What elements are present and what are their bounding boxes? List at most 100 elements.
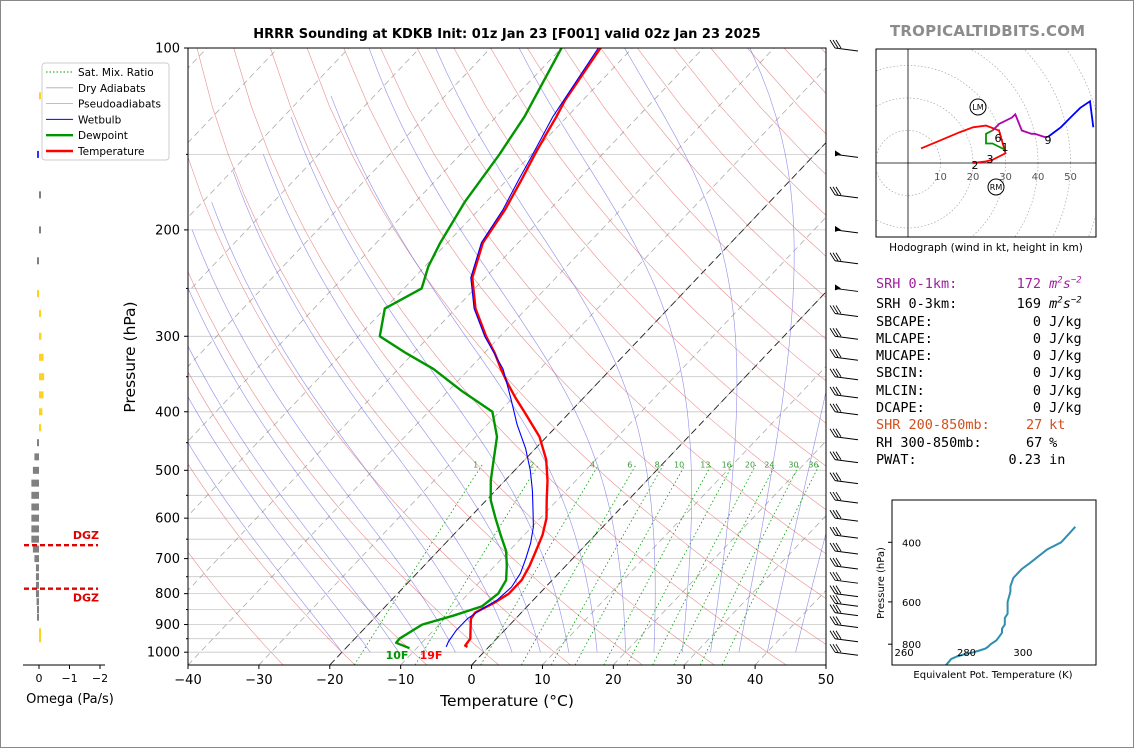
wind-barb-feather xyxy=(835,368,842,377)
stat-value: 169 xyxy=(1016,296,1041,313)
wind-barb-feather xyxy=(832,643,839,653)
wind-barb-feather xyxy=(832,349,839,358)
wind-barb-feather xyxy=(829,630,836,639)
omega-bar xyxy=(31,525,39,533)
isotherm-line xyxy=(613,440,826,665)
skewt-plot-area: 1 2 4 6 8 10 13 16 20 24 30 36 xyxy=(188,48,826,665)
wind-barb-feather xyxy=(832,368,839,377)
wind-barb-staff xyxy=(834,459,859,464)
wind-barb-staff xyxy=(834,312,859,317)
x-tick-label: 10 xyxy=(534,673,551,688)
surface-dewpoint-label: 10F xyxy=(386,649,409,662)
omega-tick-label: −1 xyxy=(61,672,77,685)
omega-bar xyxy=(32,545,39,553)
dry-adiabat xyxy=(527,48,826,382)
stat-unit: m2s−2 xyxy=(1049,295,1082,313)
omega-bar xyxy=(39,635,41,643)
stat-unit: in xyxy=(1049,451,1066,468)
theta-e-ytick-label: 800 xyxy=(902,640,921,651)
stat-row-sbcape: SBCAPE: 0 J/kg xyxy=(876,314,1082,331)
theta-e-area xyxy=(944,526,1077,665)
moist-adiabat xyxy=(188,442,343,653)
stat-row-srh01: SRH 0-1km: 172 m2s−2 xyxy=(876,272,1082,293)
wind-barb-feather xyxy=(832,428,839,438)
hodo-ring-label: 20 xyxy=(967,172,980,183)
stat-unit: J/kg xyxy=(1049,313,1082,330)
wind-barb-feather xyxy=(829,39,836,49)
moist-adiabat xyxy=(211,202,484,653)
stat-value: 172 xyxy=(1016,275,1041,292)
x-tick-label: 20 xyxy=(605,673,622,688)
wind-barb xyxy=(829,186,859,199)
omega-bar xyxy=(39,408,43,416)
wind-barb-feather xyxy=(835,604,842,613)
omega-bar xyxy=(31,535,39,543)
omega-bar xyxy=(31,479,39,487)
mixing-ratio-label: 13 xyxy=(700,460,710,469)
dry-adiabat xyxy=(380,48,826,555)
wind-barb-feather xyxy=(832,305,839,314)
profile-wetbulb xyxy=(445,48,599,648)
omega-bar xyxy=(39,353,44,361)
stat-label: SBCIN: xyxy=(876,365,925,382)
dry-adiabat xyxy=(188,463,356,665)
stat-value: 27 xyxy=(1026,417,1043,434)
stat-unit: J/kg xyxy=(1049,348,1082,365)
x-tick-label: 0 xyxy=(467,673,475,688)
wind-barb-feather xyxy=(832,451,839,460)
stat-unit: % xyxy=(1049,434,1058,451)
wind-barb-feather xyxy=(835,630,842,639)
storm-motion-marker xyxy=(969,98,987,116)
wind-barb-feather xyxy=(835,472,842,481)
wind-barb-feather xyxy=(832,472,839,481)
hodo-ring-label: 10 xyxy=(934,172,947,183)
wind-barb-feather xyxy=(832,186,839,196)
wind-barb-staff xyxy=(834,411,859,416)
wind-barb-feather xyxy=(835,616,842,625)
wind-barb-feather xyxy=(835,451,842,460)
legend-entry: Wetbulb xyxy=(78,114,122,126)
dry-adiabat xyxy=(343,48,826,599)
omega-bar xyxy=(31,491,39,499)
hodo-trace xyxy=(985,129,1006,151)
isotherm-line xyxy=(542,365,826,665)
omega-bar xyxy=(37,290,39,298)
wind-barb xyxy=(829,557,859,570)
mixing-ratio-line xyxy=(603,464,712,665)
moist-adiabat xyxy=(330,95,598,653)
wind-barb xyxy=(834,225,859,234)
mixing-ratio-line xyxy=(521,464,637,665)
omega-bar xyxy=(37,606,39,614)
chart-title: HRRR Sounding at KDKB Init: 01z Jan 23 [… xyxy=(253,27,761,42)
stat-label: SBCAPE: xyxy=(876,313,933,330)
wind-barb-feather xyxy=(832,616,839,625)
wind-barb-feather xyxy=(829,595,836,604)
wind-barb-feather xyxy=(835,349,842,358)
wind-barb-feather xyxy=(832,557,839,567)
wind-barb-feather xyxy=(835,643,842,653)
stat-value: 0 xyxy=(1032,313,1041,330)
omega-bar xyxy=(35,564,39,572)
hodo-trace xyxy=(1047,99,1095,138)
wind-barb-feather xyxy=(832,571,839,581)
wind-barb-feather xyxy=(829,585,836,594)
stat-label: MLCIN: xyxy=(876,382,925,399)
wind-barb-feather xyxy=(829,252,836,262)
wind-barb-staff xyxy=(834,194,859,199)
omega-bar xyxy=(39,391,44,399)
mixing-ratio-label: 6 xyxy=(627,460,632,469)
wind-barb-feather xyxy=(829,472,836,481)
watermark: TROPICALTIDBITS.COM xyxy=(890,22,1086,40)
omega-bar xyxy=(35,581,39,589)
wind-barb-staff xyxy=(834,624,859,629)
omega-tick-label: 0 xyxy=(36,672,43,685)
y-tick-label: 200 xyxy=(155,223,180,238)
mixing-ratio-label: 4 xyxy=(590,460,595,469)
wind-barb xyxy=(834,284,859,292)
wind-barb-feather xyxy=(835,542,842,552)
wind-barb-staff xyxy=(834,480,859,485)
wind-barb-staff xyxy=(834,260,859,265)
hodograph-area: 10 20 30 40 50 1 2 36 9 LM RM xyxy=(876,49,1096,237)
wind-barb-feather xyxy=(835,595,842,604)
moist-adiabat xyxy=(795,532,826,653)
